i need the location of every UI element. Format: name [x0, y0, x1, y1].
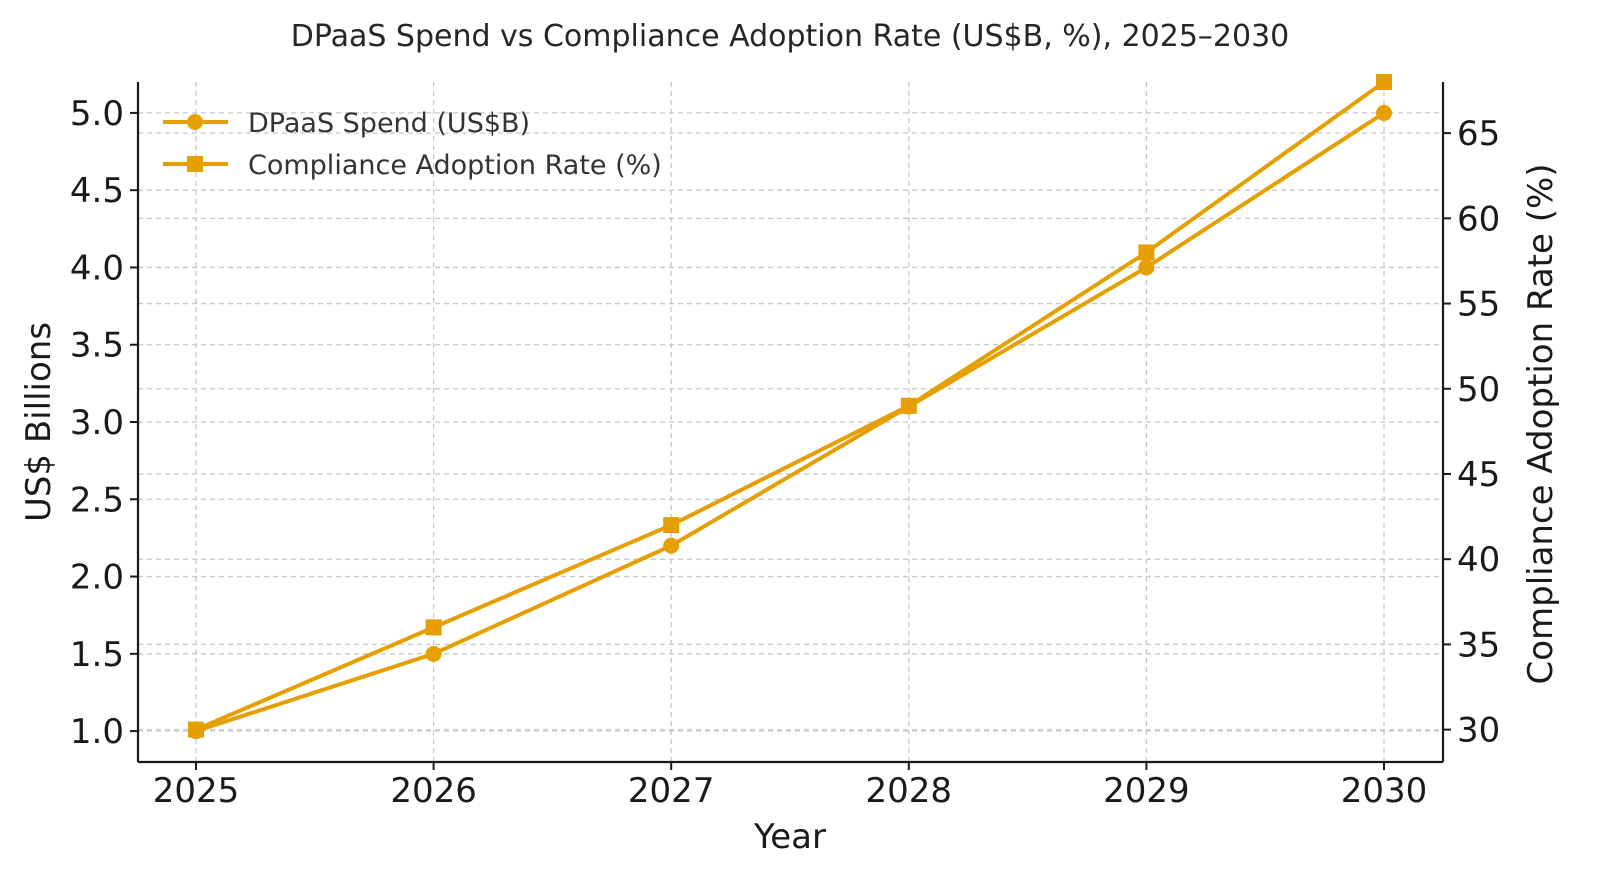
legend-dpaas-spend-label: DPaaS Spend (US$B) [248, 108, 530, 139]
legend-compliance-adoption-marker [187, 156, 203, 172]
compliance-adoption-point [663, 517, 680, 534]
y-right-tick-label: 40 [1457, 540, 1500, 580]
y-right-tick-label: 55 [1457, 285, 1500, 325]
x-axis-label: Year [753, 817, 826, 857]
dpaas-spend-point [1376, 104, 1392, 121]
x-tick-label: 2028 [866, 771, 953, 811]
y-left-tick-label: 1.0 [70, 712, 124, 752]
compliance-adoption-point [425, 619, 442, 636]
compliance-adoption-point [1376, 74, 1392, 90]
y-right-tick-label: 45 [1457, 455, 1500, 495]
dpaas-spend-point [663, 537, 680, 554]
y-right-tick-label: 35 [1457, 625, 1500, 665]
grid-layer [138, 82, 1443, 762]
y-left-tick-label: 3.5 [70, 326, 124, 366]
y-left-tick-label: 4.0 [70, 248, 124, 288]
y-right-tick-label: 50 [1457, 370, 1500, 410]
y-left-tick-label: 4.5 [70, 171, 124, 211]
series-layer [188, 74, 1392, 740]
y-left-tick-label: 5.0 [70, 94, 124, 134]
x-tick-label: 2030 [1341, 771, 1428, 811]
y-left-tick-label: 2.0 [70, 558, 124, 598]
y-left-tick-label: 2.5 [70, 480, 124, 520]
dpaas-spend-point [1138, 259, 1155, 276]
y-left-tick-label: 1.5 [70, 635, 124, 675]
dpaas-spend-series-line [195, 111, 1386, 733]
x-tick-label: 2025 [153, 771, 240, 811]
y-right-tick-label: 60 [1457, 199, 1500, 239]
x-tick-label: 2027 [628, 771, 715, 811]
chart-title: DPaaS Spend vs Compliance Adoption Rate … [291, 19, 1290, 54]
y-axis-left-label: US$ Billions [19, 322, 59, 522]
legend-dpaas-spend-marker [187, 114, 203, 130]
compliance-adoption-point [188, 721, 204, 738]
legend: DPaaS Spend (US$B) Compliance Adoption Ra… [163, 108, 662, 181]
compliance-adoption-series-line [195, 80, 1386, 732]
compliance-adoption-point [1138, 244, 1155, 261]
y-right-tick-label: 65 [1457, 114, 1500, 154]
compliance-adoption-point [900, 397, 917, 414]
y-axis-right-label: Compliance Adoption Rate (%) [1521, 163, 1561, 684]
legend-compliance-adoption-label: Compliance Adoption Rate (%) [248, 150, 662, 181]
x-tick-label: 2029 [1103, 771, 1190, 811]
y-left-tick-label: 3.0 [70, 403, 124, 443]
y-right-tick-label: 30 [1457, 711, 1500, 751]
dpaas-spend-point [425, 645, 442, 662]
axes-layer: 2025 2026 2027 2028 2029 2030 1.0 1.5 2.0 2.5 3.0 3… [70, 82, 1500, 811]
x-tick-label: 2026 [390, 771, 477, 811]
